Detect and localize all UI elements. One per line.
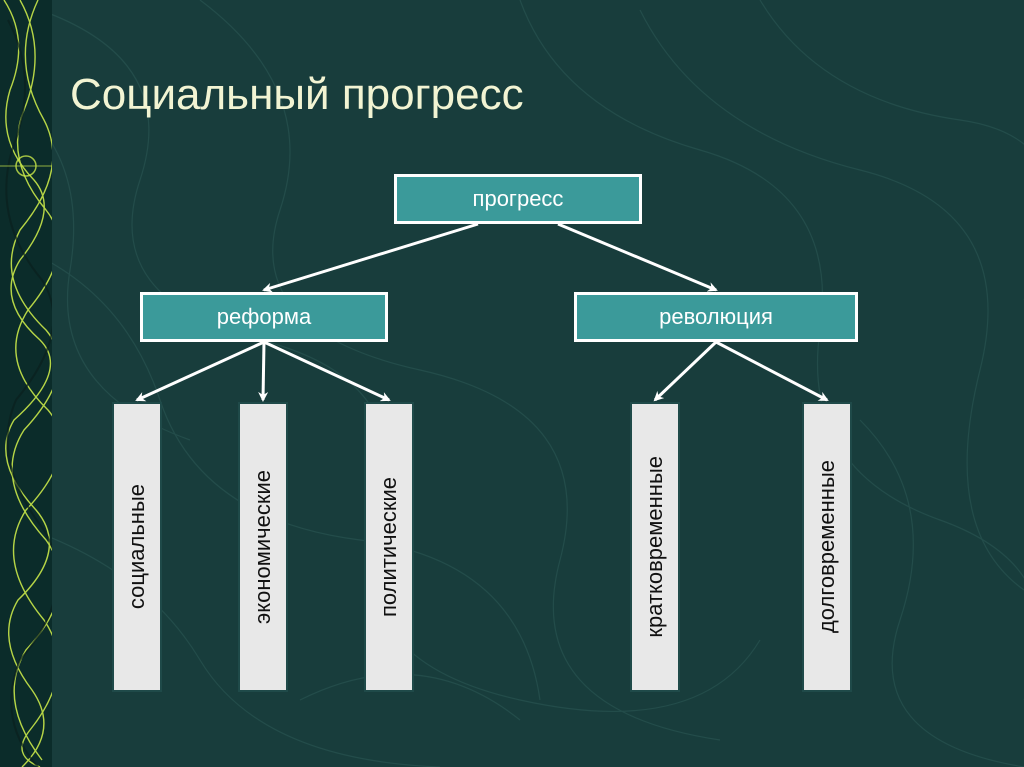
leaf-longterm-label: долговременные bbox=[814, 460, 840, 633]
node-revolution-label: революция bbox=[659, 304, 773, 330]
node-reform: реформа bbox=[140, 292, 388, 342]
leaf-shortterm: кратковременные bbox=[630, 402, 680, 692]
leaf-longterm: долговременные bbox=[802, 402, 852, 692]
leaf-political-label: политические bbox=[376, 477, 402, 617]
node-reform-label: реформа bbox=[217, 304, 311, 330]
leaf-shortterm-label: кратковременные bbox=[642, 456, 668, 638]
slide-title: Социальный прогресс bbox=[70, 70, 524, 120]
leaf-social: социальные bbox=[112, 402, 162, 692]
leaf-political: политические bbox=[364, 402, 414, 692]
node-root-label: прогресс bbox=[473, 186, 564, 212]
leaf-social-label: социальные bbox=[124, 484, 150, 609]
slide-content: Социальный прогресс прогресс реформа рев… bbox=[0, 0, 1024, 767]
node-root: прогресс bbox=[394, 174, 642, 224]
leaf-economic: экономические bbox=[238, 402, 288, 692]
leaf-economic-label: экономические bbox=[250, 470, 276, 624]
node-revolution: революция bbox=[574, 292, 858, 342]
